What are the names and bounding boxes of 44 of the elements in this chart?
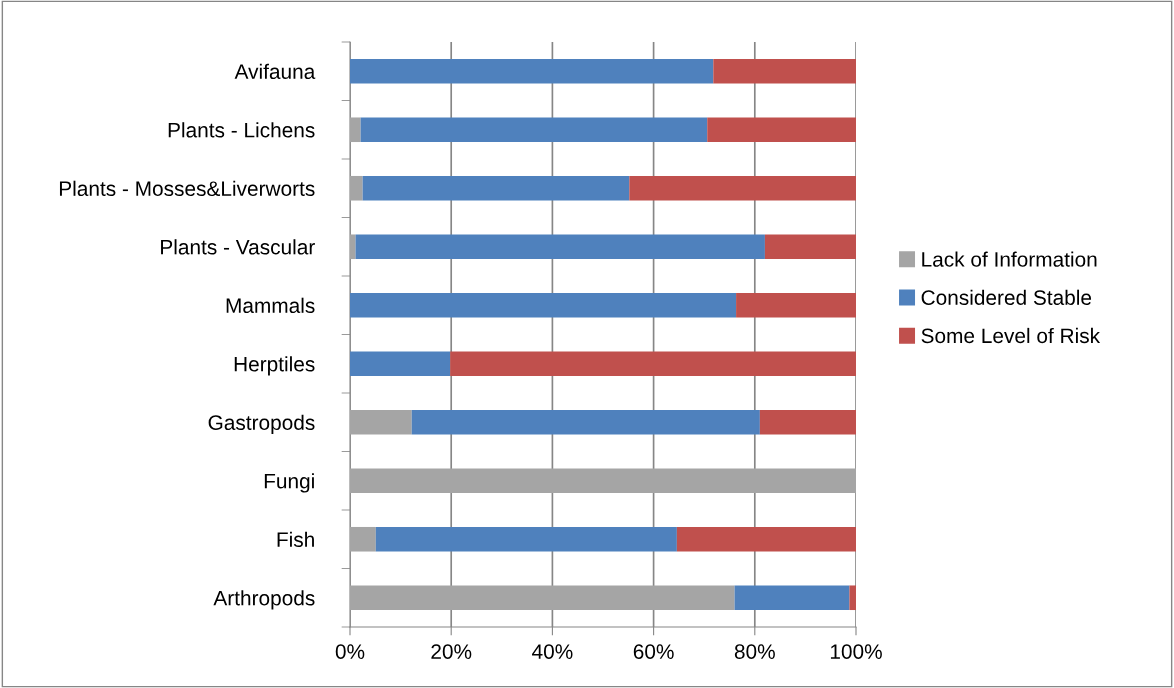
bar — [355, 234, 765, 260]
bar — [707, 117, 856, 143]
bar — [759, 409, 856, 435]
y-tick-label: Arthropods — [213, 590, 315, 610]
bar — [350, 58, 714, 84]
bar — [350, 585, 735, 611]
bar — [350, 117, 361, 143]
bar — [362, 175, 630, 201]
y-tick-label: Herptiles — [234, 356, 315, 376]
y-tick-label: Gastropods — [208, 414, 315, 435]
bar — [350, 468, 856, 494]
bar — [676, 526, 856, 552]
bar — [360, 117, 708, 143]
y-tick-label: Mammals — [226, 297, 315, 313]
bar — [350, 175, 363, 201]
legend-label: Considered Stable — [921, 289, 1092, 305]
x-tick-label: 60% — [633, 644, 674, 659]
x-tick-label: 80% — [734, 644, 775, 659]
bar — [350, 234, 356, 260]
bar — [350, 292, 737, 318]
legend-label: Lack of Information — [922, 251, 1097, 267]
y-tick-label: Fungi — [264, 473, 314, 493]
x-tick-label: 100% — [830, 644, 882, 659]
bar — [350, 351, 451, 377]
bar — [350, 409, 412, 435]
x-tick-label: 40% — [532, 644, 573, 659]
bar — [350, 526, 376, 552]
x-tick-label: 20% — [431, 644, 472, 659]
bar — [375, 526, 677, 552]
y-tick-label: Plants - Vascular — [161, 239, 315, 255]
bar — [629, 175, 856, 201]
y-tick-label: Fish — [277, 531, 314, 547]
bar — [411, 409, 760, 435]
x-tick-label: 0% — [335, 644, 365, 659]
y-tick-label: Plants - Lichens — [168, 122, 315, 138]
bar — [764, 234, 856, 260]
bar — [736, 292, 856, 318]
bar — [713, 58, 856, 84]
y-tick-label: Plants - Mosses&Liverworts — [59, 180, 315, 196]
bar — [450, 351, 856, 377]
bar — [849, 585, 856, 611]
bar — [734, 585, 850, 611]
y-tick-label: Avifauna — [234, 63, 316, 79]
legend-label: Some Level of Risk — [921, 327, 1101, 344]
